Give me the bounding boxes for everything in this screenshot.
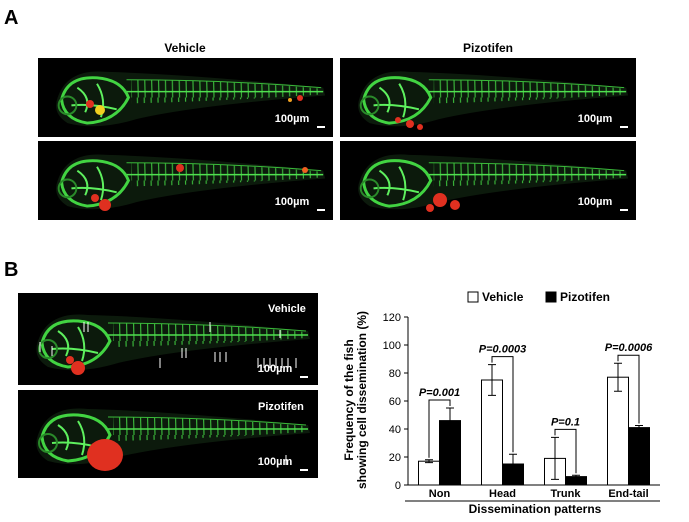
micrograph: 100µm	[38, 141, 333, 220]
micrograph: Vehicle 100µm	[18, 293, 318, 385]
y-tick-label: 100	[383, 340, 401, 352]
error-bar	[572, 474, 580, 479]
legend-swatch	[467, 291, 479, 303]
scale-label: 100µm	[275, 196, 310, 208]
image-label: Vehicle	[268, 303, 306, 315]
panel-label: A	[4, 7, 18, 29]
y-tick-label: 20	[389, 452, 401, 464]
image-label: Pizotifen	[258, 401, 304, 413]
x-tick-label: Head	[489, 488, 516, 500]
error-bar	[425, 459, 433, 464]
error-bar	[509, 453, 517, 475]
p-value: P=0.001	[419, 387, 460, 399]
y-tick-label: 0	[395, 480, 401, 492]
error-bar	[551, 436, 559, 480]
significance-bracket	[554, 428, 577, 474]
legend-label: Pizotifen	[560, 290, 610, 304]
bar-chart: Frequency of the fishshowing cell dissem…	[342, 290, 660, 516]
y-tick-label: 60	[389, 396, 401, 408]
panel-label: B	[4, 259, 18, 281]
column-title: Pizotifen	[463, 41, 513, 55]
y-tick-label: 120	[383, 312, 401, 324]
bar	[628, 427, 650, 486]
column-title: Vehicle	[164, 41, 206, 55]
error-bar	[488, 364, 496, 396]
significance-bracket	[491, 356, 514, 453]
micrograph: 100µm	[340, 58, 636, 137]
legend-label: Vehicle	[482, 290, 524, 304]
scale-label: 100µm	[578, 113, 613, 125]
significance-bracket	[617, 354, 640, 424]
error-bar	[635, 425, 643, 431]
p-value: P=0.0003	[479, 344, 526, 356]
p-value: P=0.1	[551, 416, 580, 428]
p-value: P=0.0006	[605, 342, 653, 354]
legend-swatch	[545, 291, 557, 303]
y-axis-label: Frequency of the fishshowing cell dissem…	[342, 311, 369, 489]
scale-label: 100µm	[578, 196, 613, 208]
error-bar	[446, 407, 454, 434]
scale-label: 100µm	[275, 113, 310, 125]
error-bar	[614, 362, 622, 392]
y-tick-label: 40	[389, 424, 401, 436]
significance-bracket	[428, 399, 451, 458]
micrograph: Pizotifen 100µm	[18, 390, 318, 478]
bar	[607, 376, 629, 486]
micrograph: 100µm	[38, 58, 333, 137]
x-axis-label: Dissemination patterns	[469, 502, 602, 516]
scale-label: 100µm	[258, 363, 293, 375]
y-tick-label: 80	[389, 368, 401, 380]
bar	[418, 460, 440, 486]
x-tick-label: Trunk	[551, 488, 582, 500]
x-tick-label: End-tail	[608, 488, 648, 500]
scale-label: 100µm	[258, 456, 293, 468]
micrograph: 100µm	[340, 141, 636, 220]
x-tick-label: Non	[429, 488, 451, 500]
